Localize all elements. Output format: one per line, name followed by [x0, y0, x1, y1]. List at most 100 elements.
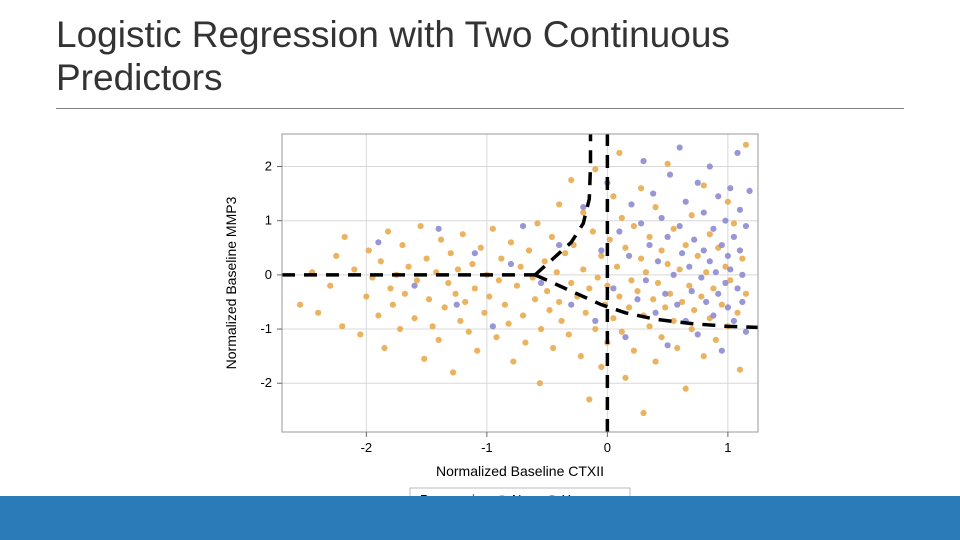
x-tick-label: 0: [604, 440, 611, 455]
data-point: [460, 231, 466, 237]
data-point: [568, 177, 574, 183]
data-point: [550, 345, 556, 351]
data-point: [671, 272, 677, 278]
data-point: [698, 293, 704, 299]
data-point: [650, 296, 656, 302]
data-point: [592, 326, 598, 332]
data-point: [658, 334, 664, 340]
data-point: [490, 226, 496, 232]
data-point: [508, 239, 514, 245]
data-point: [508, 261, 514, 267]
data-point: [743, 223, 749, 229]
data-point: [655, 280, 661, 286]
data-point: [351, 266, 357, 272]
data-point: [746, 188, 752, 194]
data-point: [592, 318, 598, 324]
data-point: [652, 204, 658, 210]
data-point: [481, 310, 487, 316]
data-point: [381, 345, 387, 351]
data-point: [713, 337, 719, 343]
data-point: [590, 228, 596, 234]
data-point: [534, 220, 540, 226]
data-point: [677, 223, 683, 229]
data-point: [719, 348, 725, 354]
data-point: [731, 234, 737, 240]
data-point: [695, 180, 701, 186]
data-point: [595, 274, 601, 280]
data-point: [710, 285, 716, 291]
data-point: [691, 237, 697, 243]
data-point: [634, 288, 640, 294]
data-point: [646, 323, 652, 329]
data-point: [691, 307, 697, 313]
data-point: [598, 253, 604, 259]
data-point: [520, 223, 526, 229]
data-point: [646, 234, 652, 240]
data-point: [689, 212, 695, 218]
data-point: [385, 228, 391, 234]
data-point: [727, 266, 733, 272]
data-point: [333, 253, 339, 259]
data-point: [715, 193, 721, 199]
y-axis-label: Normalized Baseline MMP3: [223, 196, 239, 369]
data-point: [580, 204, 586, 210]
data-point: [387, 285, 393, 291]
title-underline: [56, 108, 904, 109]
data-point: [520, 312, 526, 318]
data-point: [592, 166, 598, 172]
data-point: [638, 220, 644, 226]
bottom-bar: [0, 496, 960, 540]
data-point: [580, 209, 586, 215]
data-point: [622, 375, 628, 381]
data-point: [454, 302, 460, 308]
data-point: [731, 220, 737, 226]
x-tick-label: 1: [724, 440, 731, 455]
data-point: [566, 331, 572, 337]
data-point: [679, 250, 685, 256]
data-point: [568, 302, 574, 308]
data-point: [366, 247, 372, 253]
data-point: [452, 291, 458, 297]
data-point: [665, 342, 671, 348]
data-point: [399, 242, 405, 248]
data-point: [619, 329, 625, 335]
data-point: [628, 277, 634, 283]
data-point: [722, 280, 728, 286]
data-point: [450, 369, 456, 375]
data-point: [445, 280, 451, 286]
data-point: [436, 226, 442, 232]
data-point: [628, 201, 634, 207]
data-point: [414, 277, 420, 283]
data-point: [544, 288, 550, 294]
y-tick-label: 0: [265, 267, 272, 282]
data-point: [683, 242, 689, 248]
data-point: [426, 296, 432, 302]
data-point: [537, 380, 543, 386]
data-point: [683, 199, 689, 205]
data-point: [683, 386, 689, 392]
data-point: [554, 269, 560, 275]
data-point: [737, 367, 743, 373]
data-point: [677, 144, 683, 150]
data-point: [725, 304, 731, 310]
data-point: [580, 266, 586, 272]
data-point: [498, 256, 504, 262]
data-point: [578, 353, 584, 359]
data-point: [538, 280, 544, 286]
data-point: [652, 358, 658, 364]
data-point: [667, 172, 673, 178]
data-point: [339, 323, 345, 329]
data-point: [510, 358, 516, 364]
data-point: [701, 353, 707, 359]
data-point: [689, 288, 695, 294]
data-point: [448, 250, 454, 256]
data-point: [472, 250, 478, 256]
data-point: [725, 199, 731, 205]
data-point: [737, 247, 743, 253]
data-point: [616, 293, 622, 299]
data-point: [442, 304, 448, 310]
data-point: [616, 150, 622, 156]
data-point: [297, 302, 303, 308]
y-tick-label: -1: [260, 321, 272, 336]
data-point: [342, 234, 348, 240]
